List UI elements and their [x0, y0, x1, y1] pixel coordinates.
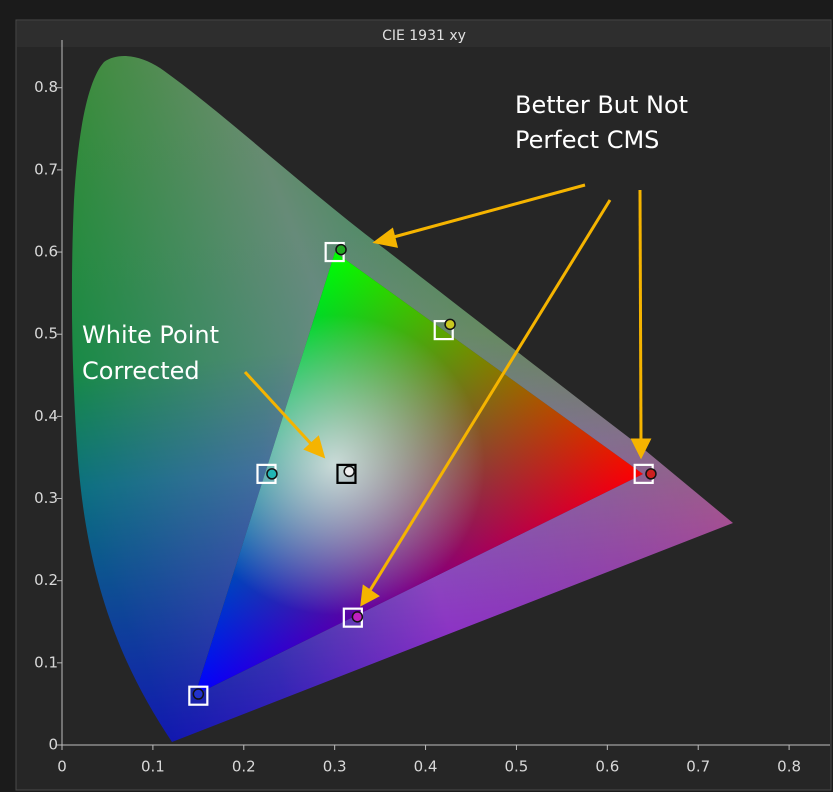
- target-square: [336, 463, 357, 484]
- measured-point: [444, 318, 456, 331]
- x-tick-label: 0.7: [686, 758, 710, 776]
- annotation: Better But Not: [515, 91, 688, 119]
- x-tick-label: 0: [57, 758, 67, 776]
- target-square: [433, 319, 454, 341]
- y-tick-label: 0.6: [34, 243, 58, 261]
- y-tick-label: 0.8: [34, 78, 58, 96]
- chart-title: CIE 1931 xy: [382, 28, 466, 44]
- gamut-triangle: [195, 252, 643, 695]
- measured-point: [351, 611, 364, 623]
- y-tick-label: 0.3: [34, 489, 58, 507]
- x-tick-label: 0.3: [323, 758, 347, 776]
- title-bar: [17, 21, 830, 47]
- x-tick-label: 0.1: [141, 758, 165, 776]
- x-tick-label: 0.6: [595, 758, 619, 776]
- y-tick-label: 0.1: [34, 653, 58, 671]
- annotation: Perfect CMS: [515, 126, 659, 154]
- measured-point: [192, 688, 205, 700]
- x-tick-label: 0.2: [232, 758, 256, 776]
- y-tick-label: 0.2: [34, 571, 58, 589]
- y-tick-label: 0: [48, 736, 58, 754]
- measured-point: [343, 465, 355, 478]
- y-tick-label: 0.7: [34, 160, 58, 178]
- target-square: [188, 685, 209, 706]
- arrows: [243, 183, 652, 607]
- marks: [188, 241, 657, 706]
- x-tick-label: 0.8: [777, 758, 801, 776]
- y-tick-label: 0.4: [34, 407, 58, 425]
- measured-point: [645, 468, 657, 480]
- measured-point: [335, 243, 347, 256]
- measured-point: [266, 468, 278, 480]
- y-tick-label: 0.5: [34, 325, 58, 343]
- x-tick-label: 0.5: [505, 758, 529, 776]
- annotation: White Point: [82, 321, 219, 349]
- annotation: Corrected: [82, 357, 200, 385]
- x-tick-label: 0.4: [414, 758, 438, 776]
